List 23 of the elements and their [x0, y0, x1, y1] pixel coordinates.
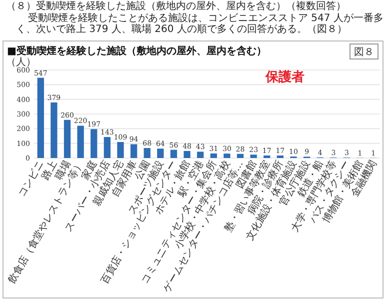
bar [210, 153, 217, 158]
text: 受動喫煙を経験したことがある施設は、コンビニエンスストア 547 人が一番多く、次いで路上 379 人、職場 260 人の順で多くの回答がある。（図８） [15, 12, 384, 36]
bar [170, 150, 178, 158]
annotation: 保護者 [264, 69, 304, 85]
bar [224, 154, 230, 158]
bar [197, 152, 204, 158]
bar [250, 154, 257, 158]
bar [37, 78, 44, 158]
y-axis-title: （人） [6, 57, 36, 68]
bar [144, 148, 150, 158]
bar [77, 126, 84, 158]
bar [90, 129, 98, 158]
bar [184, 150, 190, 158]
caption: 図８ [354, 47, 374, 58]
bar [64, 120, 71, 158]
bar [104, 137, 111, 158]
text: （８）受動喫煙を経験した施設（敷地内の屋外、屋内を含む）（複数回答） [6, 1, 347, 12]
bar [157, 148, 164, 158]
bar [130, 144, 138, 158]
bar [236, 154, 244, 158]
chart-title: ■受動喫煙を経験した施設（敷地内の屋外、屋内を含む） [7, 45, 266, 57]
bar [117, 142, 124, 158]
bar [50, 102, 58, 158]
